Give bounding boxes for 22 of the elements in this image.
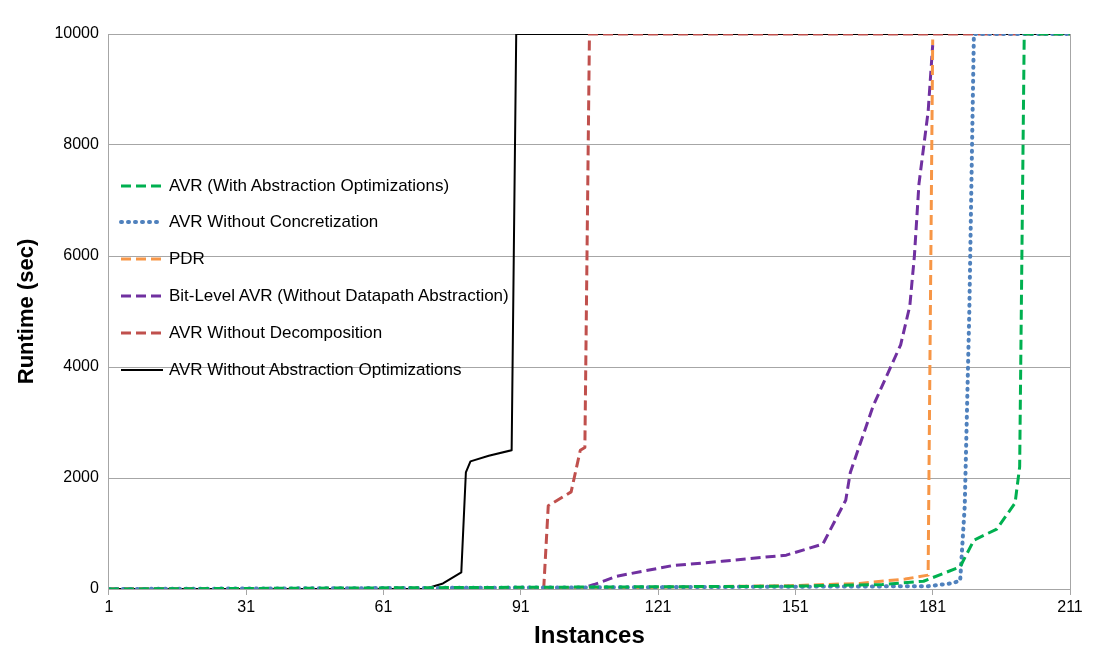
y-tick-label: 2000 [63,468,99,486]
x-axis-title: Instances [534,621,645,649]
x-tick-label: 151 [782,598,809,616]
y-tick-label: 4000 [63,357,99,375]
x-tick-label: 211 [1057,598,1083,616]
legend-label: AVR Without Decomposition [168,322,383,343]
y-tick-label: 8000 [63,135,99,153]
y-axis-title: Runtime (sec) [13,238,39,385]
legend-label: AVR Without Concretization [168,212,379,233]
x-tick-label: 31 [237,598,256,616]
y-tick-label: 10000 [54,24,99,42]
x-tick-label: 61 [374,598,393,616]
legend-label: AVR (With Abstraction Optimizations) [168,175,450,196]
x-tick-label: 121 [644,598,672,616]
legend-label: AVR Without Abstraction Optimizations [168,359,462,380]
y-tick-label: 0 [89,579,99,597]
x-tick-label: 91 [511,598,530,616]
x-tick-label: 181 [919,598,947,616]
legend-label: PDR [168,249,205,270]
legend-label: Bit-Level AVR (Without Datapath Abstraction) [168,285,509,306]
x-tick-label: 1 [104,598,114,616]
y-tick-label: 6000 [63,246,99,264]
